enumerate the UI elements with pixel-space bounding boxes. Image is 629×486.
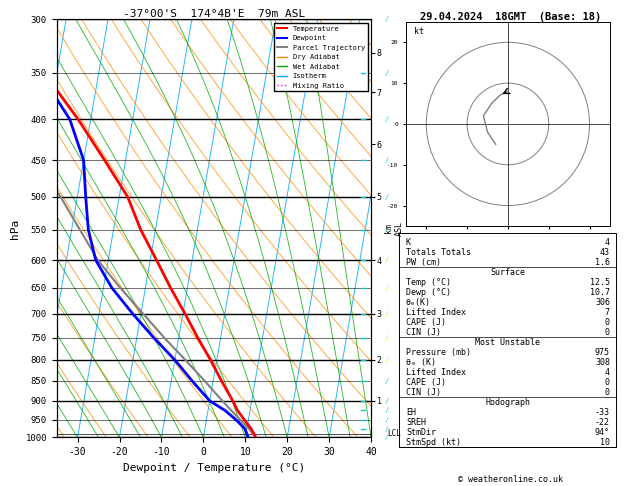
Text: Temp (°C): Temp (°C): [406, 278, 451, 287]
Text: 0: 0: [605, 328, 610, 337]
Text: /: /: [385, 334, 389, 341]
Text: /: /: [385, 426, 389, 432]
Text: 0: 0: [605, 318, 610, 327]
Text: Totals Totals: Totals Totals: [406, 248, 471, 257]
Text: 10.7: 10.7: [590, 288, 610, 297]
X-axis label: Dewpoint / Temperature (°C): Dewpoint / Temperature (°C): [123, 463, 305, 473]
Text: /: /: [385, 357, 389, 363]
Text: kt: kt: [414, 27, 424, 36]
Text: /: /: [385, 70, 389, 76]
Text: 308: 308: [595, 358, 610, 367]
Text: θₑ(K): θₑ(K): [406, 298, 431, 307]
Text: K: K: [406, 238, 411, 247]
Text: 10: 10: [600, 437, 610, 447]
Text: 1.6: 1.6: [595, 258, 610, 267]
Text: CAPE (J): CAPE (J): [406, 378, 446, 387]
Text: 12.5: 12.5: [590, 278, 610, 287]
Text: 0: 0: [605, 388, 610, 397]
Text: StmDir: StmDir: [406, 428, 436, 436]
Text: Hodograph: Hodograph: [486, 398, 530, 407]
Text: StmSpd (kt): StmSpd (kt): [406, 437, 461, 447]
Text: CIN (J): CIN (J): [406, 328, 441, 337]
Text: SREH: SREH: [406, 417, 426, 427]
Text: EH: EH: [406, 408, 416, 417]
Text: 975: 975: [595, 348, 610, 357]
Text: PW (cm): PW (cm): [406, 258, 441, 267]
Text: /: /: [385, 417, 389, 423]
FancyBboxPatch shape: [399, 233, 616, 447]
Text: θₑ (K): θₑ (K): [406, 358, 436, 367]
Text: 94°: 94°: [595, 428, 610, 436]
Text: /: /: [385, 257, 389, 263]
Y-axis label: km
ASL: km ASL: [384, 221, 404, 236]
Text: -33: -33: [595, 408, 610, 417]
Text: /: /: [385, 17, 389, 22]
Text: /: /: [385, 311, 389, 316]
Text: LCL: LCL: [387, 430, 401, 438]
Text: -22: -22: [595, 417, 610, 427]
Text: /: /: [385, 157, 389, 163]
Text: 4: 4: [605, 368, 610, 377]
Text: /: /: [385, 378, 389, 384]
Text: /: /: [385, 227, 389, 233]
Text: 29.04.2024  18GMT  (Base: 18): 29.04.2024 18GMT (Base: 18): [420, 12, 601, 22]
Text: 4: 4: [605, 238, 610, 247]
Text: Dewp (°C): Dewp (°C): [406, 288, 451, 297]
Text: Most Unstable: Most Unstable: [476, 338, 540, 347]
Text: Surface: Surface: [491, 268, 525, 277]
Text: /: /: [385, 398, 389, 404]
Text: CAPE (J): CAPE (J): [406, 318, 446, 327]
Title: -37°00'S  174°4B'E  79m ASL: -37°00'S 174°4B'E 79m ASL: [123, 9, 305, 18]
Text: Pressure (mb): Pressure (mb): [406, 348, 471, 357]
Text: Lifted Index: Lifted Index: [406, 368, 466, 377]
Text: CIN (J): CIN (J): [406, 388, 441, 397]
Text: /: /: [385, 285, 389, 291]
Text: /: /: [385, 407, 389, 413]
Text: © weatheronline.co.uk: © weatheronline.co.uk: [459, 474, 563, 484]
Y-axis label: hPa: hPa: [10, 218, 20, 239]
Text: /: /: [385, 116, 389, 122]
Text: 7: 7: [605, 308, 610, 317]
Text: 306: 306: [595, 298, 610, 307]
Text: Lifted Index: Lifted Index: [406, 308, 466, 317]
Text: 43: 43: [600, 248, 610, 257]
Text: /: /: [385, 434, 389, 440]
Legend: Temperature, Dewpoint, Parcel Trajectory, Dry Adiabat, Wet Adiabat, Isotherm, Mi: Temperature, Dewpoint, Parcel Trajectory…: [274, 23, 367, 91]
Text: /: /: [385, 194, 389, 200]
Text: 0: 0: [605, 378, 610, 387]
